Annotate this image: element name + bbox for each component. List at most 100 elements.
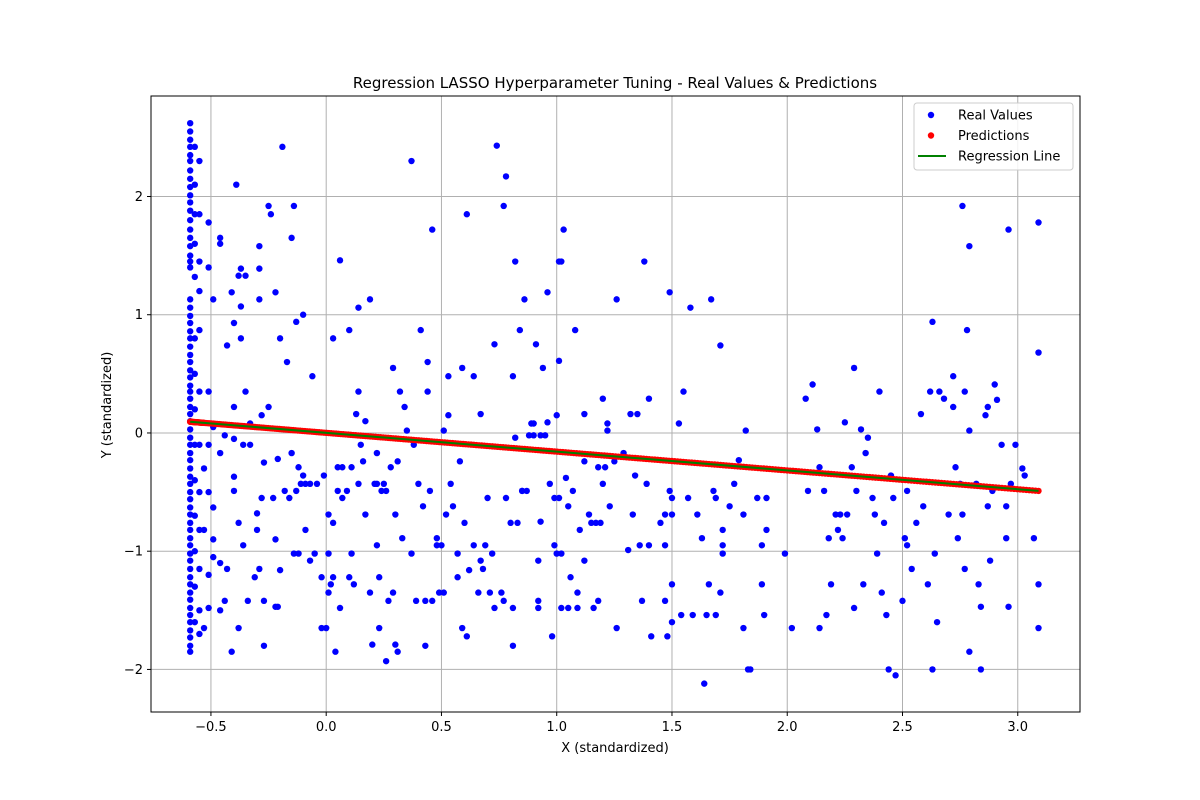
real-value-point	[274, 603, 281, 610]
real-value-point	[731, 480, 738, 488]
real-value-point	[638, 597, 646, 605]
real-value-point	[929, 318, 936, 326]
real-value-point	[290, 202, 298, 210]
real-value-point	[191, 618, 198, 626]
real-value-point	[595, 597, 602, 605]
real-value-point	[717, 589, 724, 596]
real-value-point	[274, 455, 281, 463]
real-value-point	[366, 296, 374, 303]
real-value-point	[210, 504, 217, 511]
real-value-point	[191, 273, 198, 281]
real-value-point	[1019, 465, 1026, 472]
real-value-point	[205, 571, 212, 579]
real-value-point	[186, 449, 194, 457]
real-value-point	[196, 630, 203, 638]
real-value-point	[191, 406, 198, 413]
real-value-point	[196, 388, 203, 395]
real-value-point	[422, 597, 429, 605]
real-value-point	[221, 597, 228, 605]
real-value-point	[445, 412, 452, 419]
real-value-point	[382, 487, 390, 495]
real-value-point	[624, 546, 632, 554]
real-value-point	[717, 342, 724, 349]
real-value-point	[574, 604, 581, 612]
real-value-point	[664, 633, 671, 640]
real-value-point	[327, 581, 335, 588]
real-value-point	[470, 542, 477, 549]
real-value-point	[555, 494, 563, 502]
real-value-point	[258, 494, 265, 502]
real-value-point	[643, 480, 650, 488]
real-value-point	[740, 624, 747, 632]
real-value-point	[1035, 219, 1042, 226]
real-value-point	[186, 304, 194, 311]
real-value-point	[246, 441, 254, 448]
real-value-point	[825, 534, 832, 542]
real-value-point	[645, 395, 653, 402]
axes-frame	[150, 95, 1081, 713]
real-value-point	[186, 151, 194, 159]
real-value-point	[892, 672, 899, 679]
real-value-point	[719, 526, 726, 534]
real-value-point	[186, 441, 194, 448]
real-value-point	[832, 511, 839, 518]
real-value-point	[251, 574, 258, 581]
legend-label: Real Values	[958, 109, 1033, 124]
real-value-point	[302, 480, 309, 488]
real-value-point	[959, 202, 966, 210]
real-value-point	[191, 335, 198, 342]
real-value-point	[311, 550, 318, 557]
real-value-point	[191, 512, 198, 519]
real-value-point	[726, 503, 733, 510]
real-value-point	[394, 648, 401, 655]
real-value-point	[581, 410, 588, 418]
real-value-point	[233, 181, 240, 188]
real-value-point	[760, 611, 768, 619]
real-value-point	[991, 381, 998, 388]
real-value-point	[1035, 624, 1042, 632]
real-value-point	[862, 449, 869, 457]
real-value-point	[440, 589, 447, 596]
real-value-point	[636, 542, 643, 549]
real-value-point	[186, 143, 194, 151]
real-value-point	[376, 574, 383, 581]
real-value-point	[924, 581, 932, 588]
real-value-point	[260, 642, 268, 649]
real-value-point	[186, 119, 194, 127]
real-value-point	[719, 542, 726, 549]
real-value-point	[627, 410, 634, 418]
real-value-point	[839, 534, 846, 542]
grid	[151, 96, 1080, 712]
real-value-point	[860, 581, 867, 588]
real-value-point	[186, 367, 194, 374]
real-value-point	[366, 589, 374, 596]
real-value-point	[322, 624, 330, 632]
real-value-point	[574, 589, 581, 596]
real-value-point	[984, 503, 991, 510]
real-value-point	[950, 403, 957, 411]
real-value-point	[465, 566, 473, 574]
real-value-point	[631, 472, 639, 479]
real-value-point	[966, 427, 973, 434]
real-value-point	[339, 464, 346, 471]
real-value-point	[309, 373, 316, 380]
real-value-point	[827, 581, 835, 588]
real-value-point	[196, 211, 203, 218]
real-value-point	[318, 574, 325, 581]
real-value-point	[823, 611, 830, 619]
real-value-point	[288, 234, 295, 242]
real-value-point	[186, 192, 194, 199]
real-value-point	[984, 403, 991, 411]
real-value-point	[901, 534, 909, 542]
real-value-point	[186, 565, 194, 573]
real-value-point	[191, 583, 198, 590]
real-value-point	[392, 511, 399, 518]
real-value-point	[346, 574, 353, 581]
real-value-point	[705, 581, 713, 588]
y-axis-label: Y (standardized)	[100, 352, 115, 460]
real-value-point	[394, 458, 401, 465]
real-value-point	[237, 335, 245, 342]
real-value-point	[869, 494, 876, 502]
real-value-point	[993, 396, 1001, 404]
real-value-point	[336, 604, 344, 612]
